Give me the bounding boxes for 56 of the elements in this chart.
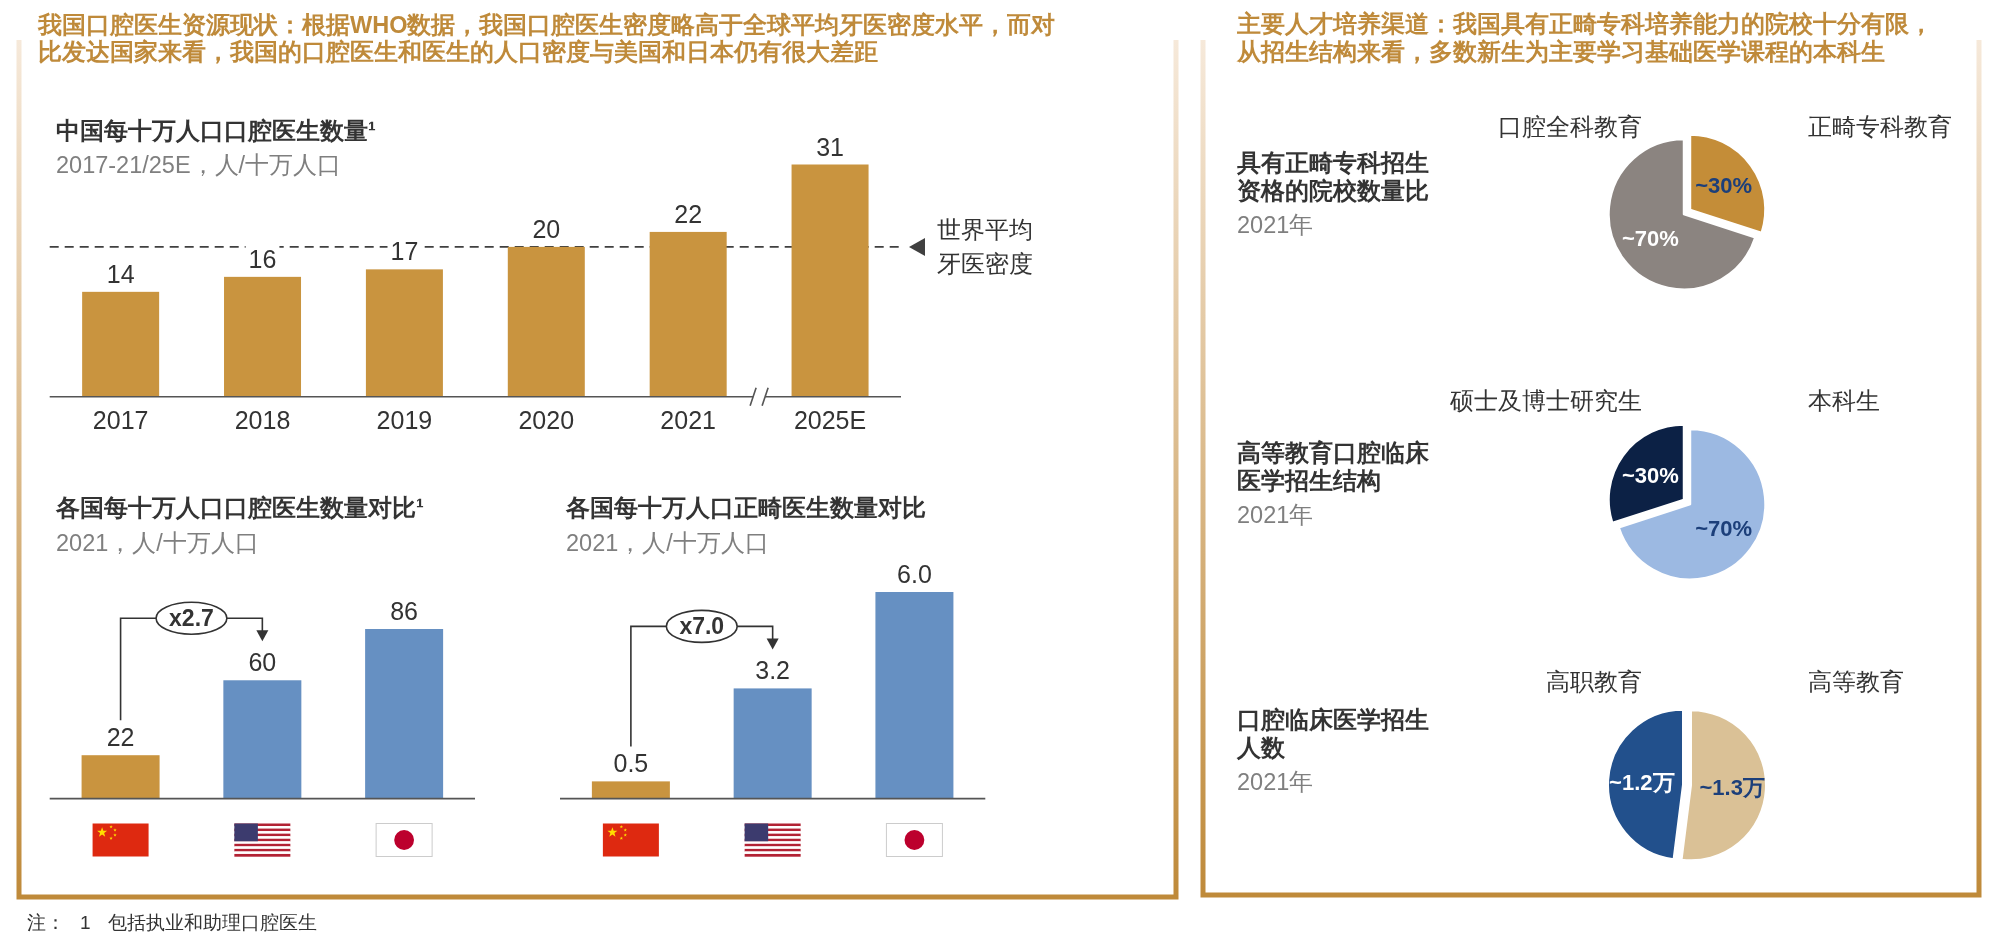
data-label: 17	[390, 237, 419, 266]
slice-label: 高等教育	[1808, 669, 1904, 695]
x-tick-label: 2021	[660, 406, 716, 434]
x-tick-label: 2020	[518, 406, 575, 434]
chart-subtitle: 2021，人/十万人口	[56, 530, 259, 556]
annotation: x7.0	[679, 613, 725, 640]
chart-title: 各国每十万人口正畸医生数量对比	[565, 495, 926, 521]
text: 具有正畸专科招生资格的院校数量比	[1236, 150, 1429, 204]
bar	[791, 164, 869, 397]
text: 2021年	[1237, 502, 1314, 528]
data-label: 20	[532, 214, 561, 243]
data-label: ~1.2万	[1609, 769, 1675, 795]
slice-label: 硕士及博士研究生	[1449, 388, 1642, 414]
chart-title: 中国每十万人口口腔医生数量¹	[56, 118, 376, 144]
chart-subtitle: 2017-21/25E，人/十万人口	[56, 152, 342, 178]
ref-line-label: 世界平均牙医密度	[937, 216, 1033, 277]
chart-title: 各国每十万人口口腔医生数量对比¹	[55, 495, 424, 521]
text: 2021年	[1237, 769, 1314, 795]
x-tick-label: 2019	[376, 406, 433, 434]
data-label: 60	[248, 648, 277, 677]
data-label: 6.0	[897, 560, 932, 588]
slice-label: 高职教育	[1546, 669, 1642, 695]
chart-subtitle: 2021，人/十万人口	[566, 530, 769, 556]
text: 1	[80, 911, 91, 933]
bar	[507, 246, 585, 397]
data-label: ~30%	[1621, 462, 1679, 488]
data-label: 86	[390, 597, 419, 625]
data-label: 14	[106, 259, 135, 288]
annotation: x2.7	[169, 605, 214, 632]
data-label: 22	[106, 723, 135, 752]
bar	[649, 231, 727, 397]
data-label: 31	[816, 132, 844, 161]
text: 2021年	[1237, 212, 1314, 238]
text: 主要人才培养渠道：我国具有正畸专科培养能力的院校十分有限，从招生结构来看，多数新生为主要学习基础医学课程的本科生	[1236, 10, 1933, 65]
data-label: ~1.3万	[1699, 775, 1765, 801]
bar	[224, 276, 302, 397]
data-label: 3.2	[755, 656, 791, 685]
slice-label: 本科生	[1808, 388, 1880, 414]
data-label: 16	[248, 244, 277, 273]
x-tick-label: 2025E	[793, 406, 867, 434]
bar	[365, 269, 443, 397]
text: 口腔临床医学招生人数	[1236, 707, 1429, 761]
text: 包括执业和助理口腔医生	[108, 911, 317, 933]
bar	[82, 291, 160, 397]
text: 高等教育口腔临床医学招生结构	[1237, 439, 1430, 494]
slice-label: 口腔全科教育	[1498, 114, 1642, 140]
x-tick-label: 2017	[92, 406, 149, 434]
data-label: 22	[674, 199, 703, 228]
slice-label: 正畸专科教育	[1808, 114, 1952, 140]
data-label: ~70%	[1695, 516, 1753, 542]
data-label: 0.5	[613, 749, 649, 778]
text: 我国口腔医生资源现状：根据WHO数据，我国口腔医生密度略高于全球平均牙医密度水平，而对比发达国家来看，我国的口腔医生和医生的人口密度与美国和日本仍有很大差距	[37, 11, 1056, 65]
x-tick-label: 2018	[234, 406, 291, 434]
text: 注：	[27, 911, 65, 933]
data-label: ~30%	[1695, 172, 1753, 198]
data-label: ~70%	[1621, 226, 1679, 252]
